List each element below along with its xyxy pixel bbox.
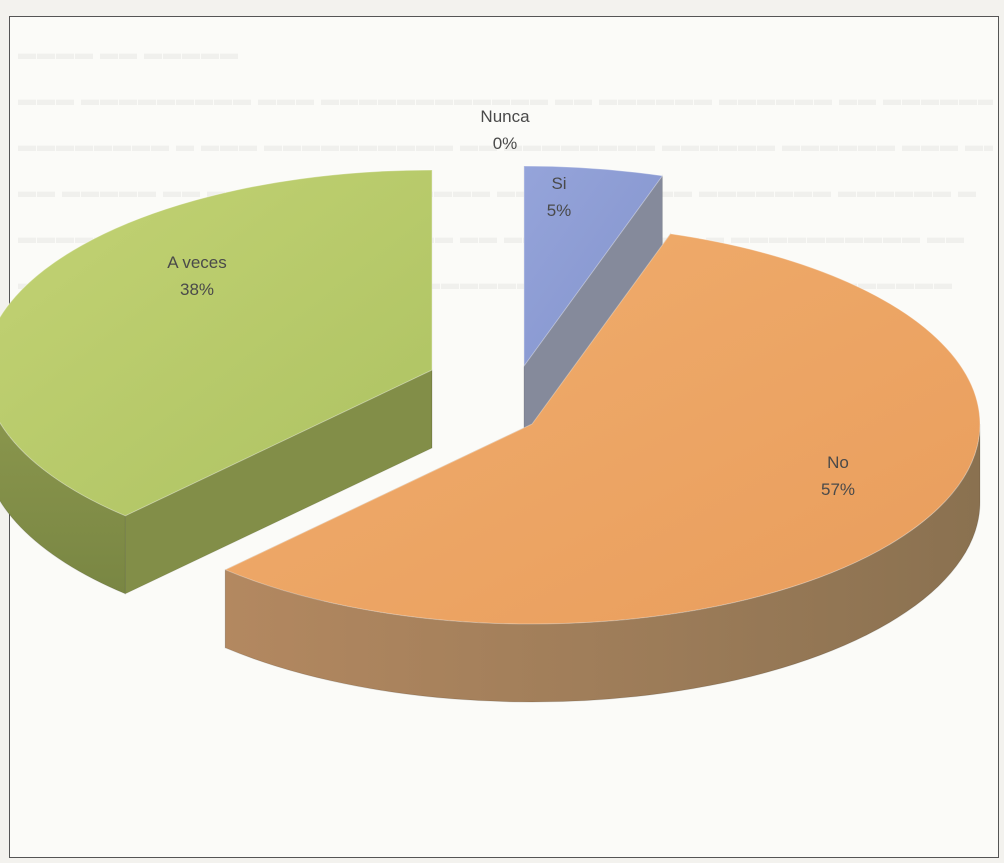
slice-label-nunca: Nunca — [480, 107, 530, 126]
slice-percent-nunca: 0% — [493, 134, 518, 153]
slice-percent-si: 5% — [547, 201, 572, 220]
slice-label-si: Si — [551, 174, 566, 193]
slice-label-a-veces: A veces — [167, 253, 227, 272]
slice-percent-no: 57% — [821, 480, 855, 499]
slice-label-no: No — [827, 453, 849, 472]
slice-percent-a-veces: 38% — [180, 280, 214, 299]
